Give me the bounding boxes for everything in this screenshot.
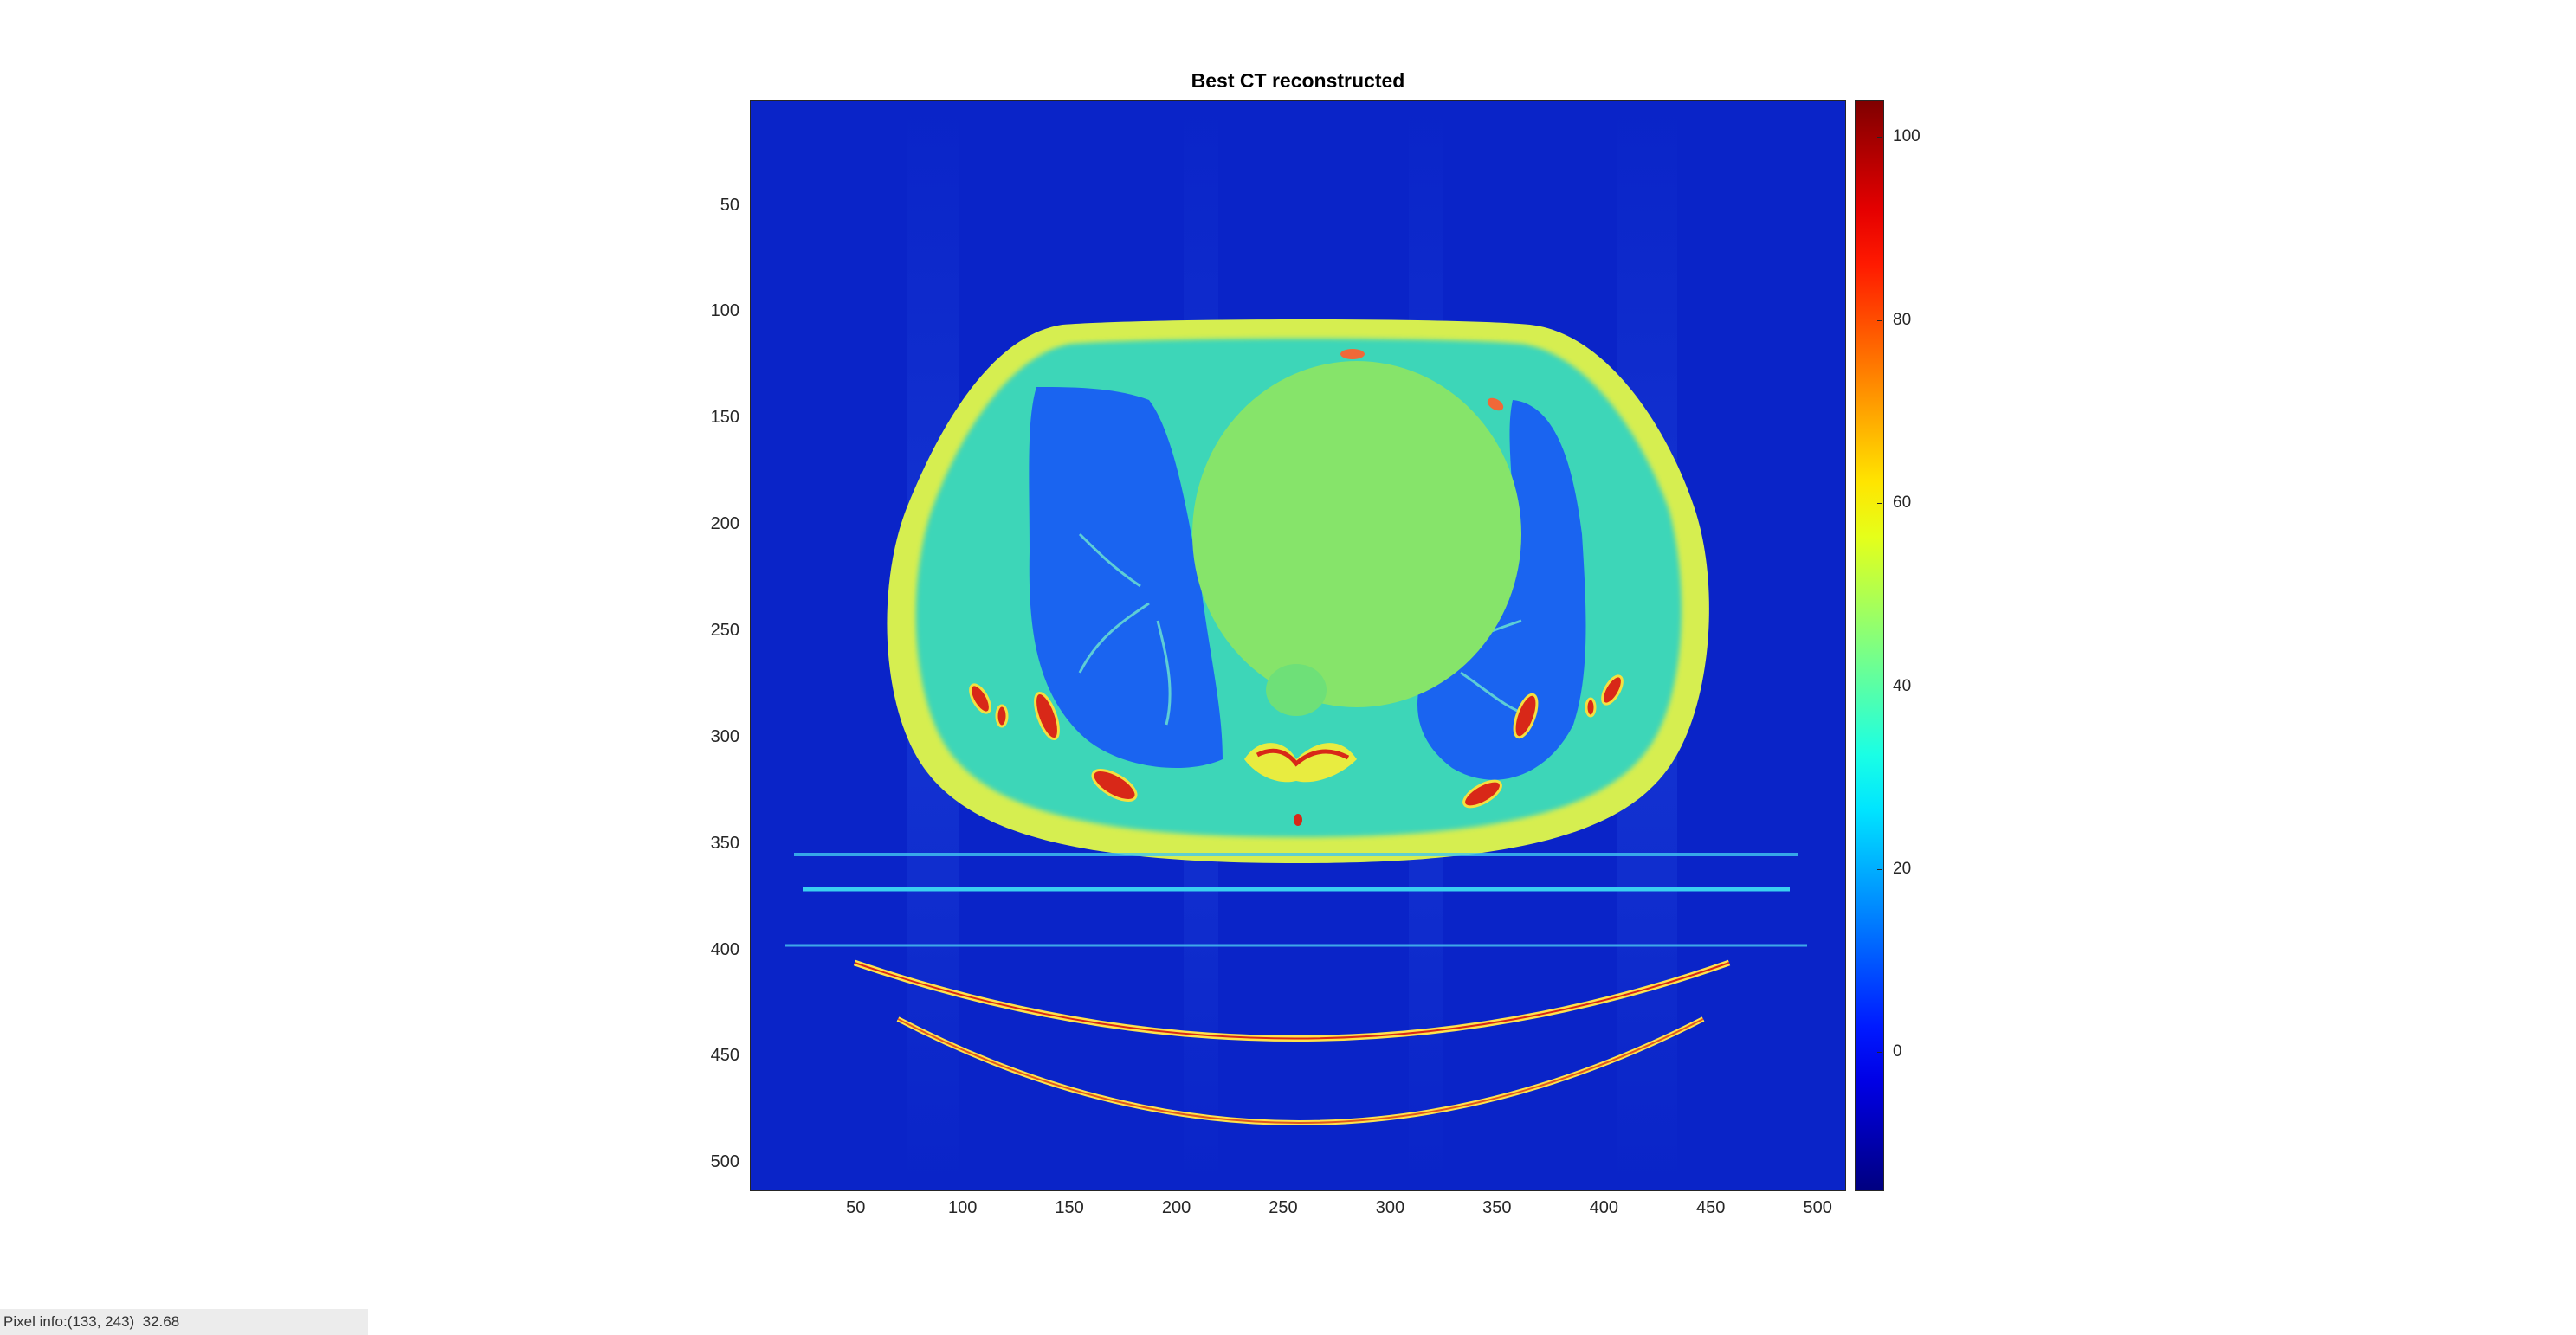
y-tick-label: 250 <box>710 621 739 641</box>
x-tick-label: 350 <box>1482 1198 1512 1217</box>
x-tick-label: 50 <box>846 1198 866 1217</box>
x-tick-label: 500 <box>1803 1198 1832 1217</box>
pixel-info-label: Pixel info: <box>3 1313 68 1330</box>
y-tick-label: 200 <box>710 514 739 534</box>
x-tick-label: 450 <box>1696 1198 1726 1217</box>
y-tick-label: 150 <box>710 408 739 428</box>
image-axes[interactable] <box>750 100 1846 1191</box>
y-tick-label: 300 <box>710 726 739 746</box>
y-tick-label: 500 <box>710 1152 739 1172</box>
colorbar-tick-label: 80 <box>1893 310 1912 329</box>
x-tick-label: 200 <box>1161 1198 1191 1217</box>
x-tick-label: 250 <box>1269 1198 1298 1217</box>
colorbar-tick <box>1877 1052 1882 1054</box>
plot-title: Best CT reconstructed <box>1191 69 1405 92</box>
y-tick-label: 100 <box>710 301 739 321</box>
y-tick-label: 400 <box>710 939 739 959</box>
spine <box>1244 664 1357 826</box>
left-lung <box>1029 387 1223 768</box>
y-tick-label: 50 <box>720 195 739 215</box>
colorbar-tick-label: 20 <box>1893 860 1912 878</box>
pixel-info-value: (133, 243) 32.68 <box>67 1313 180 1330</box>
y-tick-label: 450 <box>710 1046 739 1066</box>
colorbar-tick <box>1877 503 1882 505</box>
x-tick-label: 300 <box>1375 1198 1405 1217</box>
colorbar-tick <box>1877 137 1882 139</box>
sternum <box>1340 349 1504 411</box>
ribs <box>969 674 1624 809</box>
y-tick-label: 350 <box>710 833 739 853</box>
scanner-table <box>785 853 1807 1125</box>
colorbar[interactable] <box>1855 100 1884 1191</box>
colorbar-tick <box>1877 319 1882 321</box>
colorbar-tick-label: 100 <box>1893 127 1921 146</box>
x-tick-label: 100 <box>947 1198 978 1217</box>
ct-image[interactable] <box>751 101 1845 1190</box>
status-bar: Pixel info: (133, 243) 32.68 <box>0 1309 368 1335</box>
heart <box>1192 361 1521 707</box>
x-tick-label: 150 <box>1055 1198 1084 1217</box>
colorbar-tick-label: 40 <box>1893 676 1912 695</box>
colorbar-tick-label: 60 <box>1893 493 1912 513</box>
colorbar-tick <box>1877 869 1882 870</box>
x-tick-label: 400 <box>1589 1198 1618 1217</box>
colorbar-tick-label: 0 <box>1893 1042 1902 1061</box>
